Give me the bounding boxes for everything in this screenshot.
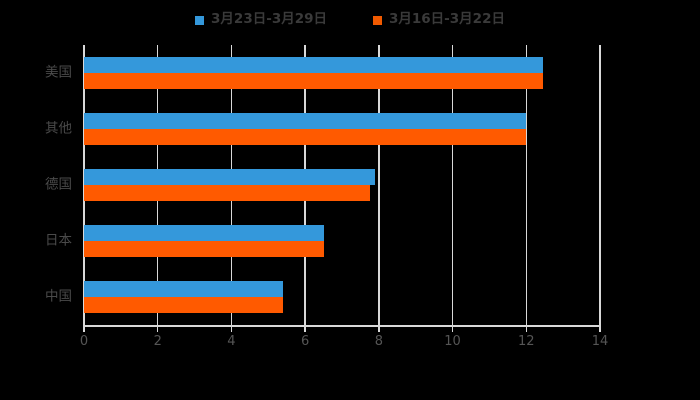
category-row: 日本 <box>45 213 600 269</box>
legend-entry[interactable]: 3月16日-3月22日 <box>373 13 505 27</box>
category-row: 美国 <box>45 45 600 101</box>
x-axis-tick-label: 4 <box>227 334 236 349</box>
x-axis-tick <box>304 326 306 332</box>
x-axis-tick-label: 8 <box>374 334 383 349</box>
x-axis-tick <box>156 326 159 332</box>
legend-label: 3月16日-3月22日 <box>389 11 505 28</box>
legend-swatch-icon <box>195 15 205 25</box>
chart-legend: 3月23日-3月29日 3月16日-3月22日 <box>0 8 700 32</box>
bar[interactable] <box>84 169 376 185</box>
y-axis-category-label: 中国 <box>45 288 72 305</box>
bar[interactable] <box>84 113 527 129</box>
x-axis-tick <box>451 326 454 332</box>
bar[interactable] <box>84 129 527 145</box>
x-axis-tick <box>599 326 601 332</box>
category-row: 中国 <box>45 269 600 325</box>
gridline <box>378 45 380 325</box>
x-axis-line <box>83 325 601 327</box>
bar[interactable] <box>84 297 284 313</box>
y-axis-category-label: 德国 <box>45 176 72 193</box>
y-axis-line <box>83 45 85 325</box>
y-axis-category-label: 其他 <box>45 120 72 137</box>
bar[interactable] <box>84 241 324 257</box>
legend-label: 3月23日-3月29日 <box>211 11 327 28</box>
x-axis-tick-label: 2 <box>153 334 162 349</box>
x-axis-tick-label: 12 <box>518 334 535 349</box>
x-axis-tick <box>378 326 380 332</box>
bar[interactable] <box>84 281 284 297</box>
plot-area: 0 2 4 6 8 10 12 14 美国其他德国日本中国 <box>45 45 608 348</box>
gridline <box>525 45 528 325</box>
bar[interactable] <box>84 225 324 241</box>
category-row: 其他 <box>45 101 600 157</box>
x-axis-tick-label: 6 <box>301 334 310 349</box>
bar[interactable] <box>84 185 370 201</box>
legend-entry[interactable]: 3月23日-3月29日 <box>195 13 327 27</box>
x-axis-tick <box>83 326 85 332</box>
x-axis-tick-label: 0 <box>79 334 89 349</box>
x-axis-tick-label: 10 <box>444 334 461 349</box>
x-axis-tick <box>525 326 528 332</box>
gridline <box>451 45 454 325</box>
legend-swatch-icon <box>373 15 382 25</box>
x-axis-tick-label: 14 <box>591 334 609 349</box>
y-axis-category-label: 日本 <box>45 232 72 249</box>
x-axis-tick <box>230 326 233 332</box>
category-row: 德国 <box>45 157 600 213</box>
gridline <box>599 45 601 325</box>
bar[interactable] <box>84 57 543 73</box>
bar[interactable] <box>84 73 543 89</box>
y-axis-category-label: 美国 <box>45 64 72 81</box>
